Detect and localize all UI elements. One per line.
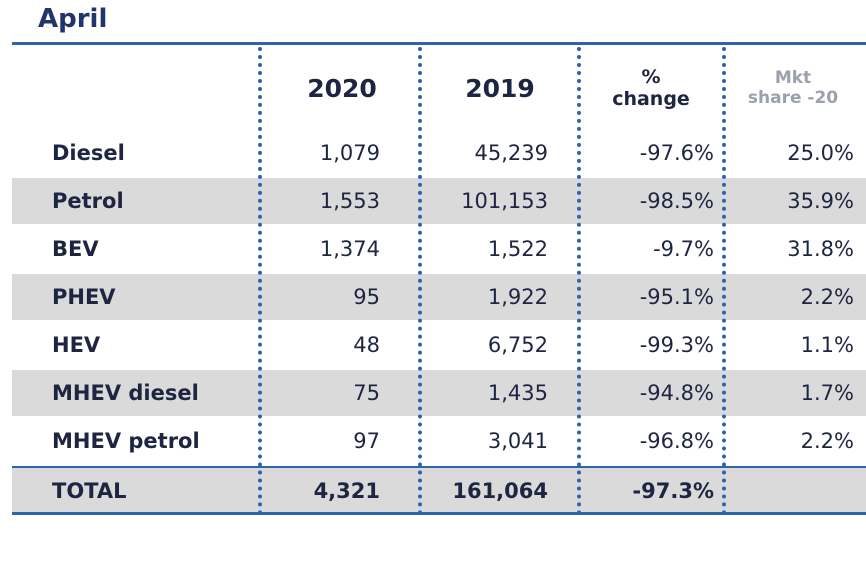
cell-2020: 1,374 [319, 237, 380, 261]
bottom-rule [12, 512, 866, 515]
cell-2020: 1,079 [319, 141, 380, 165]
cell-2019: 1,922 [487, 285, 548, 309]
row-label: PHEV [52, 285, 116, 309]
header-pct-line2: change [612, 88, 690, 110]
header-mkt-line2: share -20 [747, 88, 839, 108]
cell-mkt-share: 35.9% [787, 189, 854, 213]
cell-2020: 97 [353, 429, 380, 453]
cell-2019: 3,041 [487, 429, 548, 453]
column-divider [577, 47, 581, 515]
header-2020-label: 2020 [307, 73, 377, 103]
cell-2020: 4,321 [313, 479, 380, 503]
cell-mkt-share: 1.7% [800, 381, 854, 405]
top-rule [12, 42, 866, 45]
row-label: Diesel [52, 141, 125, 165]
cell-2019: 6,752 [487, 333, 548, 357]
cell-pct-change: -95.1% [639, 285, 714, 309]
table-row: MHEV diesel 75 1,435 -94.8% 1.7% [12, 370, 866, 416]
table-row: HEV 48 6,752 -99.3% 1.1% [12, 322, 866, 368]
table-row: PHEV 95 1,922 -95.1% 2.2% [12, 274, 866, 320]
cell-2019: 161,064 [452, 479, 548, 503]
header-2019: 2019 [430, 50, 570, 128]
total-rule [12, 466, 866, 468]
cell-2019: 101,153 [461, 189, 548, 213]
cell-pct-change: -9.7% [653, 237, 714, 261]
cell-pct-change: -94.8% [639, 381, 714, 405]
table-row: BEV 1,374 1,522 -9.7% 31.8% [12, 226, 866, 272]
header-pct-change: % change [592, 50, 710, 128]
row-label: MHEV petrol [52, 429, 200, 453]
cell-pct-change: -97.6% [639, 141, 714, 165]
cell-pct-change: -98.5% [639, 189, 714, 213]
cell-2020: 95 [353, 285, 380, 309]
cell-2019: 45,239 [474, 141, 548, 165]
column-divider [722, 47, 726, 515]
row-label: TOTAL [52, 479, 127, 503]
column-divider [258, 47, 262, 515]
cell-pct-change: -97.3% [632, 479, 714, 503]
header-pct-line1: % [641, 66, 661, 89]
row-label: BEV [52, 237, 99, 261]
total-row: TOTAL 4,321 161,064 -97.3% [12, 468, 866, 514]
cell-mkt-share: 25.0% [787, 141, 854, 165]
row-label: Petrol [52, 189, 124, 213]
cell-pct-change: -99.3% [639, 333, 714, 357]
column-divider [418, 47, 422, 515]
table-row: Petrol 1,553 101,153 -98.5% 35.9% [12, 178, 866, 224]
cell-2019: 1,522 [487, 237, 548, 261]
cell-mkt-share: 1.1% [800, 333, 854, 357]
row-label: MHEV diesel [52, 381, 199, 405]
table-row: MHEV petrol 97 3,041 -96.8% 2.2% [12, 418, 866, 464]
header-2020: 2020 [278, 50, 406, 128]
table-title: April [38, 4, 108, 34]
cell-2019: 1,435 [487, 381, 548, 405]
cell-mkt-share: 2.2% [800, 285, 854, 309]
cell-mkt-share: 2.2% [800, 429, 854, 453]
header-2019-label: 2019 [465, 73, 535, 103]
header-mkt-share: Mkt share -20 [734, 50, 852, 128]
cell-2020: 48 [353, 333, 380, 357]
cell-pct-change: -96.8% [639, 429, 714, 453]
cell-2020: 1,553 [319, 189, 380, 213]
cell-2020: 75 [353, 381, 380, 405]
row-label: HEV [52, 333, 101, 357]
table-row: Diesel 1,079 45,239 -97.6% 25.0% [12, 130, 866, 176]
header-mkt-line1: Mkt [774, 68, 812, 89]
cell-mkt-share: 31.8% [787, 237, 854, 261]
